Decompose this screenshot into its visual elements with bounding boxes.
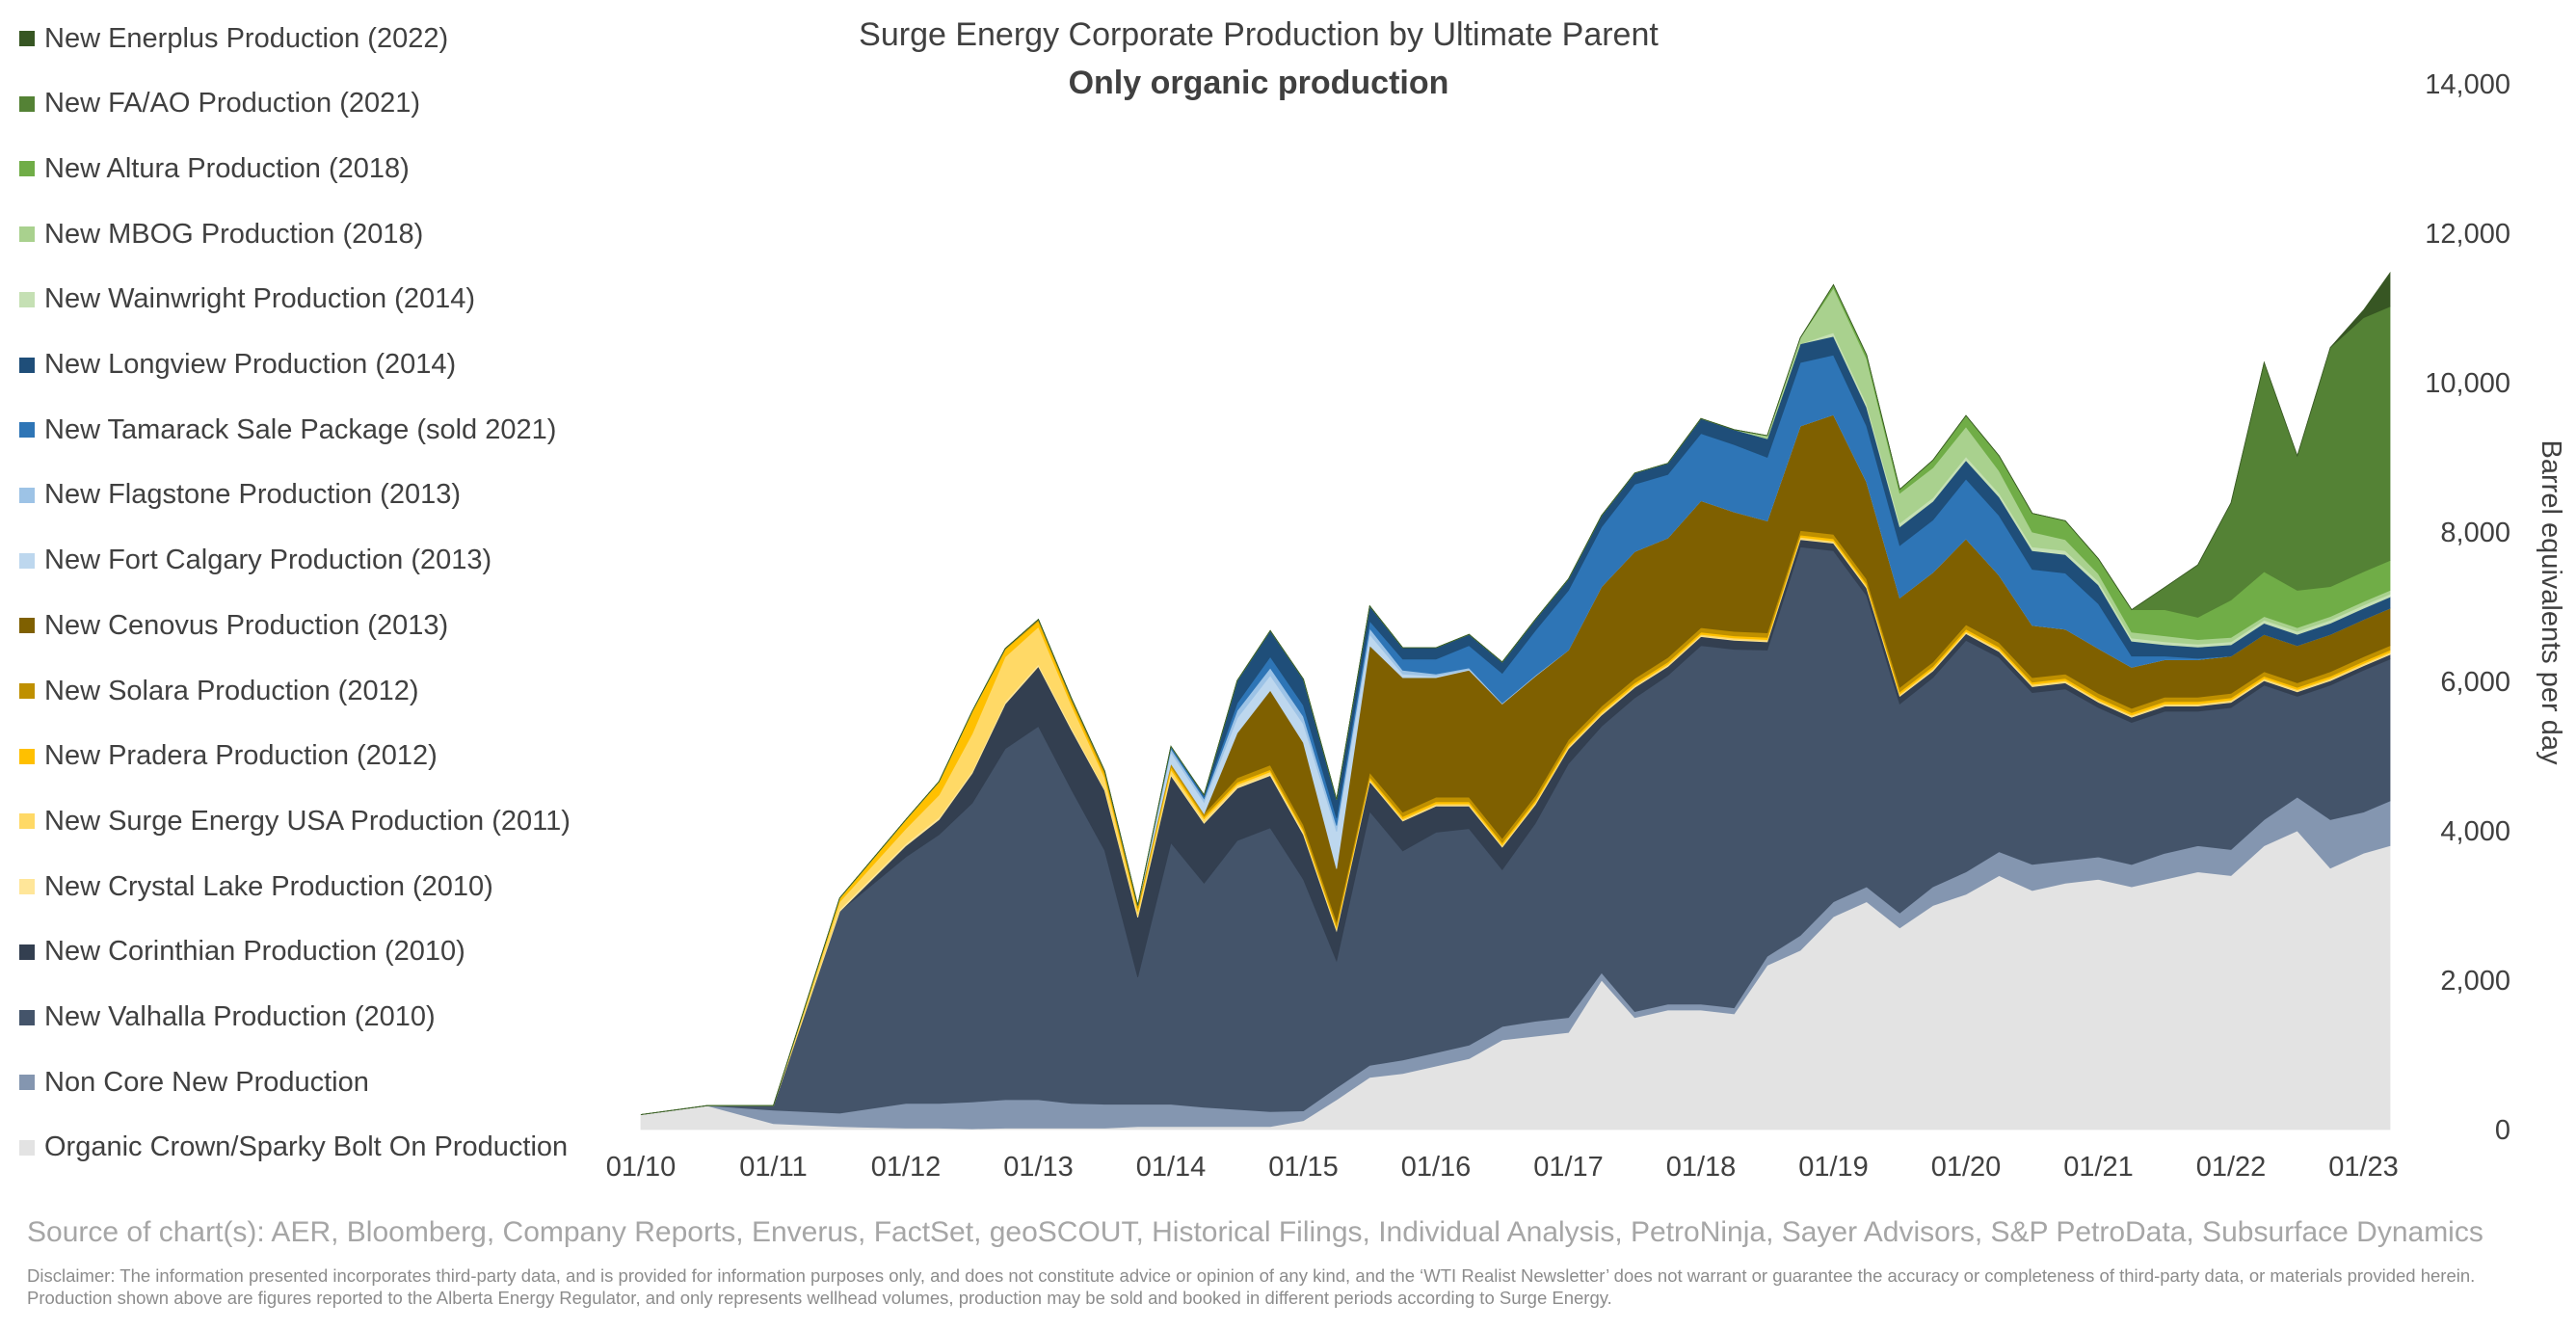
legend-label: New Corinthian Production (2010) <box>44 936 465 968</box>
legend-label: New MBOG Production (2018) <box>44 218 424 250</box>
y-tick-label: 2,000 <box>2440 966 2510 997</box>
x-tick-label: 01/16 <box>1401 1152 1472 1183</box>
legend-swatch <box>19 161 35 177</box>
legend-label: New Wainwright Production (2014) <box>44 283 476 315</box>
legend-label: Non Core New Production <box>44 1066 369 1098</box>
legend-swatch <box>19 683 35 699</box>
legend-item: New Tamarack Sale Package (sold 2021) <box>19 411 556 449</box>
legend-label: New Crystal Lake Production (2010) <box>44 870 493 902</box>
x-tick-label: 01/11 <box>739 1152 807 1183</box>
legend-swatch <box>19 357 35 373</box>
legend-swatch <box>19 226 35 243</box>
legend-swatch <box>19 95 35 112</box>
legend-item: New MBOG Production (2018) <box>19 215 423 253</box>
y-tick-label: 8,000 <box>2440 518 2510 548</box>
area-series <box>640 271 2391 1115</box>
legend-label: New Cenovus Production (2013) <box>44 609 449 641</box>
x-tick-label: 01/12 <box>871 1152 942 1183</box>
disclaimer-note: Disclaimer: The information presented in… <box>27 1265 2476 1308</box>
legend-item: New FA/AO Production (2021) <box>19 85 420 123</box>
x-tick-label: 01/22 <box>2196 1152 2267 1183</box>
legend-item: New Valhalla Production (2010) <box>19 998 436 1037</box>
legend-item: New Corinthian Production (2010) <box>19 933 465 971</box>
legend-label: New FA/AO Production (2021) <box>44 88 421 120</box>
legend-label: New Altura Production (2018) <box>44 152 410 184</box>
x-tick-label: 01/23 <box>2328 1152 2399 1183</box>
legend-label: Organic Crown/Sparky Bolt On Production <box>44 1131 569 1163</box>
production-chart: Surge Energy Corporate Production by Ult… <box>606 16 2566 1183</box>
legend-swatch <box>19 879 35 895</box>
y-tick-label: 14,000 <box>2425 69 2510 100</box>
chart-subtitle: Only organic production <box>1069 65 1449 101</box>
legend-item: New Enerplus Production (2022) <box>19 19 448 58</box>
legend-item: New Surge Energy USA Production (2011) <box>19 802 571 840</box>
legend-label: New Flagstone Production (2013) <box>44 479 462 511</box>
legend-item: New Flagstone Production (2013) <box>19 476 461 515</box>
x-tick-label: 01/21 <box>2063 1152 2134 1183</box>
legend-label: New Pradera Production (2012) <box>44 740 438 772</box>
y-tick-label: 10,000 <box>2425 368 2510 399</box>
legend-swatch <box>19 944 35 960</box>
legend-swatch <box>19 291 35 307</box>
legend-label: New Surge Energy USA Production (2011) <box>44 805 571 837</box>
x-tick-label: 01/19 <box>1798 1152 1869 1183</box>
y-tick-label: 12,000 <box>2425 219 2510 250</box>
legend-swatch <box>19 1009 35 1025</box>
legend-item: New Longview Production (2014) <box>19 346 456 385</box>
legend-item: Organic Crown/Sparky Bolt On Production <box>19 1129 568 1167</box>
legend-label: New Valhalla Production (2010) <box>44 1001 436 1032</box>
legend-swatch <box>19 31 35 46</box>
legend-swatch <box>19 552 35 569</box>
y-tick-label: 0 <box>2495 1115 2510 1146</box>
legend-item: New Crystal Lake Production (2010) <box>19 867 493 906</box>
legend-swatch <box>19 618 35 634</box>
legend-item: Non Core New Production <box>19 1063 369 1102</box>
legend-item: New Wainwright Production (2014) <box>19 280 475 319</box>
legend-label: New Tamarack Sale Package (sold 2021) <box>44 413 557 445</box>
legend-label: New Enerplus Production (2022) <box>44 22 449 54</box>
x-tick-label: 01/14 <box>1136 1152 1207 1183</box>
x-tick-label: 01/10 <box>606 1152 677 1183</box>
x-axis-ticks: 01/10 01/11 01/12 01/13 01/14 01/15 01/16 01/17… <box>606 1152 2399 1183</box>
legend-swatch <box>19 422 35 439</box>
area-series-group <box>640 271 2391 1130</box>
legend-swatch <box>19 1075 35 1091</box>
y-axis-ticks: 0 2,000 4,000 6,000 8,000 10,000 12,000 14,000 <box>2425 69 2510 1146</box>
legend-swatch <box>19 1139 35 1156</box>
y-axis-label: Barrel equivalents per day <box>2536 440 2566 765</box>
legend-label: New Solara Production (2012) <box>44 675 419 706</box>
legend-label: New Longview Production (2014) <box>44 349 457 380</box>
y-tick-label: 6,000 <box>2440 667 2510 698</box>
legend-item: New Cenovus Production (2013) <box>19 606 448 645</box>
x-tick-label: 01/18 <box>1666 1152 1737 1183</box>
x-tick-label: 01/13 <box>1003 1152 1074 1183</box>
legend-item: New Fort Calgary Production (2013) <box>19 542 491 580</box>
chart-title: Surge Energy Corporate Production by Ult… <box>859 16 1659 53</box>
legend-item: New Solara Production (2012) <box>19 672 418 710</box>
legend-item: New Altura Production (2018) <box>19 149 410 188</box>
source-note: Source of chart(s): AER, Bloomberg, Comp… <box>27 1216 2483 1248</box>
x-tick-label: 01/15 <box>1268 1152 1339 1183</box>
legend-label: New Fort Calgary Production (2013) <box>44 545 492 576</box>
legend-swatch <box>19 813 35 830</box>
legend-swatch <box>19 487 35 503</box>
legend-item: New Pradera Production (2012) <box>19 737 438 776</box>
y-tick-label: 4,000 <box>2440 816 2510 847</box>
x-tick-label: 01/20 <box>1931 1152 2002 1183</box>
x-tick-label: 01/17 <box>1533 1152 1604 1183</box>
legend-swatch <box>19 748 35 764</box>
